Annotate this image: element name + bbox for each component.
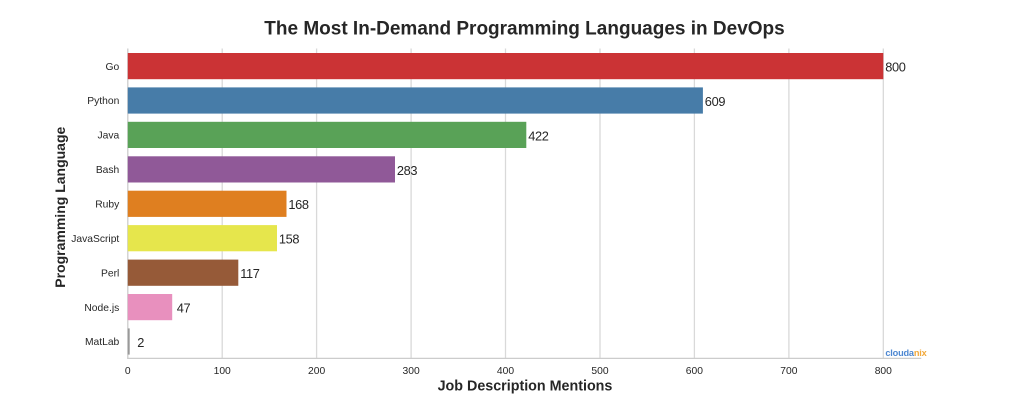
svg-text:422: 422 [528,128,549,143]
svg-text:Java: Java [98,131,120,142]
svg-text:Perl: Perl [101,268,119,279]
svg-text:168: 168 [288,197,309,212]
svg-text:cloudanix: cloudanix [885,348,927,358]
svg-text:158: 158 [279,232,300,247]
svg-text:2: 2 [137,335,144,350]
svg-text:800: 800 [875,366,892,377]
svg-text:Bash: Bash [96,165,120,176]
svg-text:700: 700 [780,366,797,377]
svg-text:800: 800 [885,60,906,75]
svg-text:47: 47 [177,301,191,316]
svg-text:Ruby: Ruby [95,200,120,211]
svg-text:Job Description Mentions: Job Description Mentions [438,379,613,395]
svg-text:Go: Go [106,62,120,73]
svg-text:The Most In-Demand Programming: The Most In-Demand Programming Languages… [264,18,784,39]
svg-text:300: 300 [403,366,420,377]
svg-text:609: 609 [705,94,726,109]
svg-text:100: 100 [214,366,231,377]
svg-text:600: 600 [686,366,703,377]
svg-text:117: 117 [240,266,260,281]
svg-text:500: 500 [591,366,608,377]
svg-text:283: 283 [397,163,418,178]
svg-text:0: 0 [125,366,131,377]
svg-text:Node.js: Node.js [84,303,119,314]
svg-text:Programming Language: Programming Language [52,126,68,287]
svg-text:200: 200 [308,366,325,377]
svg-text:MatLab: MatLab [85,337,120,348]
svg-text:Python: Python [87,96,119,107]
svg-text:400: 400 [497,366,514,377]
svg-text:JavaScript: JavaScript [71,234,119,245]
